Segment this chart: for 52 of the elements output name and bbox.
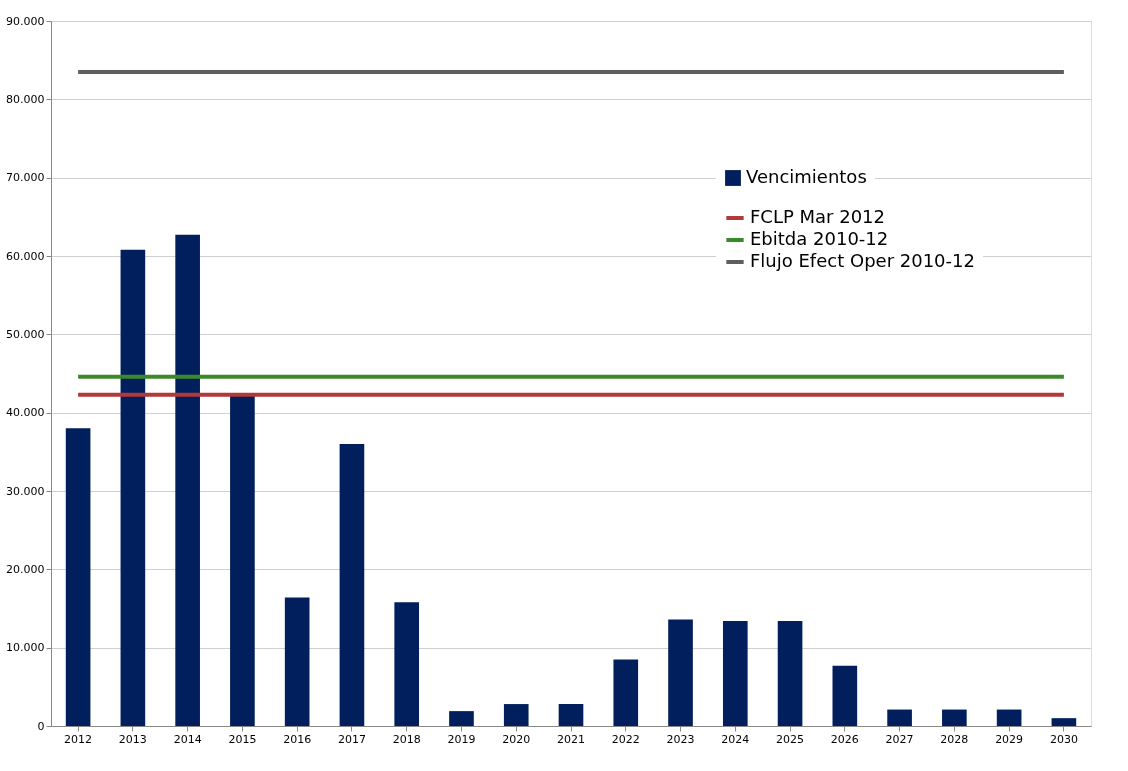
bar <box>394 602 420 726</box>
x-tick-label: 2018 <box>392 732 421 746</box>
bar <box>887 709 912 726</box>
x-tick-label: 2021 <box>557 732 585 746</box>
x-tick-label: 2014 <box>173 732 202 746</box>
x-tick-label: 2030 <box>1049 732 1078 746</box>
y-tick-label: 80.000 <box>6 92 45 106</box>
bar <box>449 711 474 726</box>
bar <box>613 659 639 726</box>
legend-label: Vencimientos <box>746 166 867 187</box>
x-tick-label: 2028 <box>940 732 969 746</box>
bar <box>65 428 91 726</box>
bar <box>503 704 529 726</box>
bar <box>942 709 967 726</box>
x-tick-label: 2016 <box>283 732 312 746</box>
x-tick-label: 2022 <box>611 732 640 746</box>
x-tick-label: 2024 <box>721 732 750 746</box>
x-tick-label: 2029 <box>995 732 1024 746</box>
bar <box>120 249 146 726</box>
y-tick-label: 60.000 <box>6 249 45 263</box>
y-tick-label: 50.000 <box>6 327 45 341</box>
bar <box>722 621 748 726</box>
bar <box>1051 718 1077 726</box>
y-tick-label: 20.000 <box>6 562 45 576</box>
x-tick-label: 2027 <box>885 732 914 746</box>
bar <box>668 619 693 726</box>
legend-label: Ebitda 2010-12 <box>750 228 889 249</box>
legend-label: Flujo Efect Oper 2010-12 <box>750 250 975 271</box>
x-tick-label: 2019 <box>447 732 476 746</box>
bar <box>175 234 200 726</box>
bar <box>777 621 803 726</box>
bar <box>832 665 858 726</box>
y-tick-label: 40.000 <box>6 406 45 420</box>
bar <box>996 709 1022 726</box>
y-tick-label: 10.000 <box>6 641 45 655</box>
legend-label: FCLP Mar 2012 <box>750 206 886 227</box>
x-tick-label: 2015 <box>228 732 257 746</box>
y-tick-label: 0 <box>37 719 45 733</box>
y-tick-label: 70.000 <box>6 171 45 185</box>
x-tick-label: 2026 <box>830 732 859 746</box>
bar <box>558 704 584 726</box>
x-tick-label: 2020 <box>502 732 531 746</box>
bar <box>230 394 255 726</box>
x-tick-label: 2017 <box>337 732 366 746</box>
y-tick-label: 90.000 <box>6 14 45 28</box>
x-tick-label: 2013 <box>118 732 147 746</box>
y-tick-label: 30.000 <box>6 484 45 498</box>
x-tick-label: 2023 <box>666 732 695 746</box>
bar <box>339 444 365 726</box>
x-tick-label: 2025 <box>776 732 805 746</box>
x-tick-label: 2012 <box>64 732 93 746</box>
bar <box>284 597 310 726</box>
